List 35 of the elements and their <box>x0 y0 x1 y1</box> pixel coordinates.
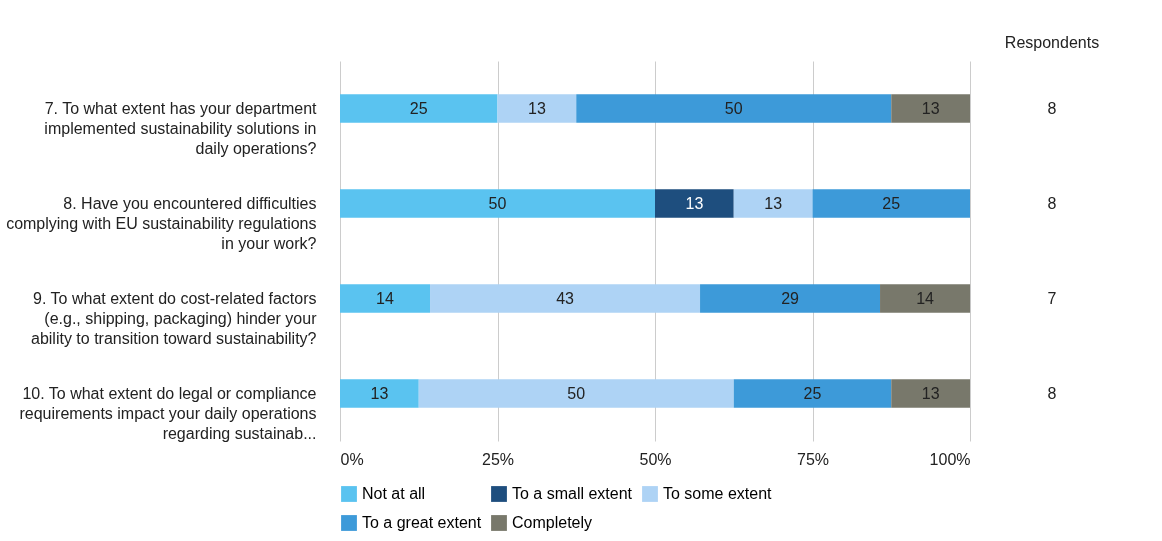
data-label: 14 <box>916 289 935 307</box>
legend-label: To a small extent <box>512 485 633 502</box>
y-tick-label: 8. Have you encountered difficulties complying with EU sustainability regulations in your work? <box>6 194 317 252</box>
data-label: 14 <box>376 289 395 307</box>
x-tick-label: 100% <box>929 450 971 468</box>
legend-label: To some extent <box>663 485 773 502</box>
data-label: 13 <box>764 194 783 212</box>
text: 8 <box>1047 384 1057 402</box>
x-tick-label: 50% <box>639 450 672 468</box>
text: Respondents <box>1004 34 1100 51</box>
data-label: 25 <box>409 99 428 117</box>
data-label: 13 <box>921 384 940 402</box>
x-tick-label: 25% <box>481 450 515 468</box>
data-label: 43 <box>556 289 575 307</box>
text: 8 <box>1047 194 1057 212</box>
legend-label: To a great extent <box>362 514 482 531</box>
data-label: 50 <box>488 194 507 212</box>
x-tick-label: 75% <box>796 450 830 468</box>
data-label: 50 <box>567 384 586 402</box>
y-tick-label: 7. To what extent has your department implemented sustainability solutions in daily operations? <box>44 99 318 157</box>
y-tick-label: 9. To what extent do cost-related factors (e.g., shipping, packaging) hinder your ability to transition toward sustainability? <box>31 289 318 347</box>
data-label: 13 <box>921 99 940 117</box>
legend-label: Not at all <box>362 485 426 502</box>
legend-label: Completely <box>512 514 593 531</box>
y-tick-label: 10. To what extent do legal or compliance requirements impact your daily operations regarding sustainab... <box>19 384 317 442</box>
data-label: 13 <box>527 99 546 117</box>
data-label: 25 <box>882 194 901 212</box>
data-label: 25 <box>803 384 822 402</box>
x-tick-label: 0% <box>340 450 364 468</box>
data-label: 13 <box>370 384 389 402</box>
data-label: 29 <box>781 289 800 307</box>
data-label: 50 <box>724 99 743 117</box>
data-label: 13 <box>685 194 704 212</box>
text: 7 <box>1047 289 1057 307</box>
text: 8 <box>1047 99 1057 117</box>
